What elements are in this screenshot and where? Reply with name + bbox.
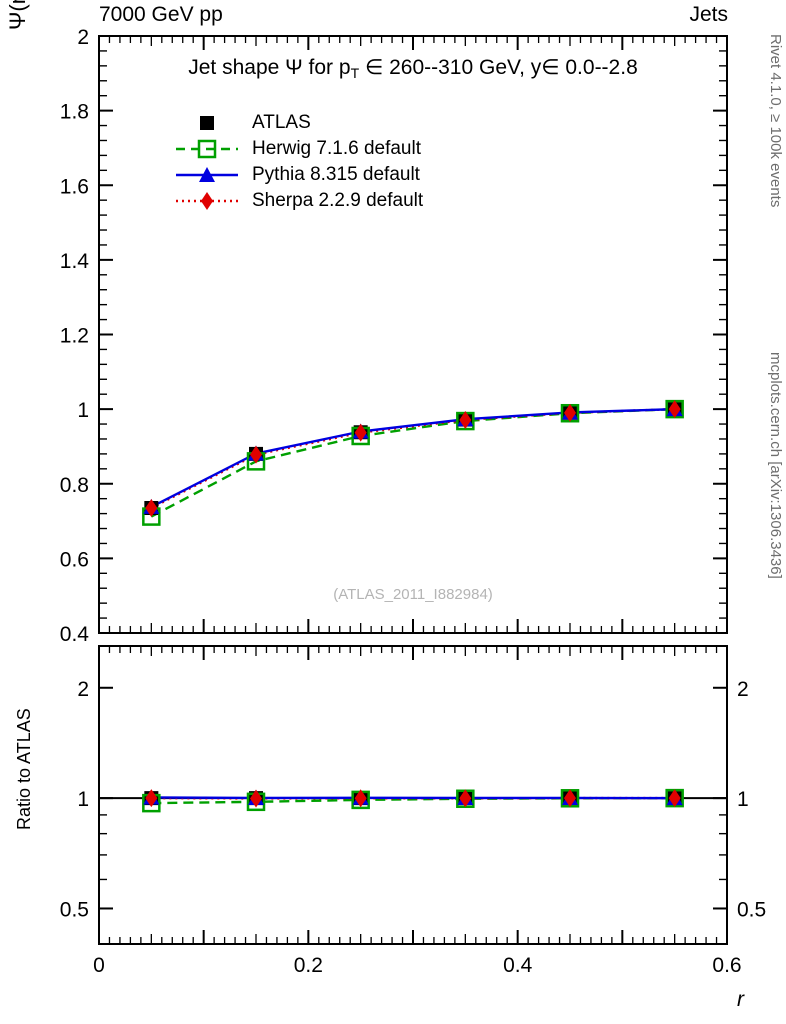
legend-marker-square-open <box>176 136 238 162</box>
plot-title-pre: Jet shape Ψ for p <box>188 56 351 79</box>
y-tick-label-main: 0.6 <box>60 548 89 571</box>
y-tick-label-ratio: 2 <box>77 678 89 701</box>
y-tick-label-main: 2 <box>77 26 89 49</box>
legend-label: Pythia 8.315 default <box>252 164 420 185</box>
ratio-series-markers-sherpa <box>145 789 681 808</box>
y-tick-label-ratio: 1 <box>77 788 89 811</box>
ratio-series-line <box>151 796 675 800</box>
y-tick-label-main: 1.4 <box>60 250 90 273</box>
beam-header-label: 7000 GeV pp <box>99 3 223 26</box>
y-tick-label-main: 0.8 <box>60 474 89 497</box>
ratio-series-markers-herwig <box>142 788 684 813</box>
plot-title-subscript: T <box>350 65 360 81</box>
main-series-markers-pythia <box>143 401 683 514</box>
plot-title-post: ∈ 260--310 GeV, y∈ 0.0--2.8 <box>359 56 638 79</box>
legend-label: Herwig 7.1.6 default <box>252 138 421 159</box>
main-series-markers-atlas <box>144 402 682 516</box>
x-tick-label: 0.2 <box>294 954 323 977</box>
y-tick-label-main: 1.8 <box>60 101 89 124</box>
analysis-id-watermark: (ATLAS_2011_I882984) <box>333 586 493 603</box>
y-tick-label-main: 1 <box>77 399 89 422</box>
legend: ATLAS Herwig 7.1.6 default Pythia 8.315 de… <box>176 110 423 214</box>
y-tick-label-ratio-right: 2 <box>737 678 749 701</box>
y-tick-label-main: 0.4 <box>60 623 90 646</box>
rivet-version-note: Rivet 4.1.0, ≥ 100k events <box>767 34 784 208</box>
legend-entry[interactable]: Sherpa 2.2.9 default <box>176 188 423 214</box>
x-tick-label: 0.6 <box>712 954 741 977</box>
legend-label: Sherpa 2.2.9 default <box>252 190 424 211</box>
legend-marker-triangle-filled <box>176 162 238 188</box>
main-series-markers-sherpa <box>145 400 681 518</box>
legend-entry[interactable]: Herwig 7.1.6 default <box>176 136 423 162</box>
x-tick-label: 0 <box>93 954 105 977</box>
y-tick-label-ratio-right: 1 <box>737 788 749 811</box>
legend-entry[interactable]: Pythia 8.315 default <box>176 162 423 188</box>
main-series-line <box>150 407 675 510</box>
analysis-header-label: Jets <box>689 3 728 26</box>
legend-marker-diamond-filled <box>176 188 238 214</box>
legend-marker-square-filled <box>176 110 238 136</box>
main-series-markers-herwig <box>142 399 684 526</box>
main-panel-frame <box>98 35 728 634</box>
x-axis-label: r <box>737 988 744 1011</box>
mcplots-source-note: mcplots.cern.ch [arXiv:1306.3436] <box>767 352 784 579</box>
legend-label: ATLAS <box>252 112 311 133</box>
main-series-line <box>150 407 675 508</box>
y-tick-label-main: 1.6 <box>60 175 89 198</box>
plot-title: Jet shape Ψ for pT ∈ 260--310 GeV, y∈ 0.… <box>99 55 727 81</box>
y-tick-label-ratio-right: 0.5 <box>737 898 766 921</box>
legend-entry[interactable]: ATLAS <box>176 110 423 136</box>
x-tick-label: 0.4 <box>503 954 533 977</box>
ratio-panel-frame <box>98 645 728 945</box>
y-tick-label-ratio: 0.5 <box>60 898 89 921</box>
y-tick-label-main: 1.2 <box>60 325 89 348</box>
